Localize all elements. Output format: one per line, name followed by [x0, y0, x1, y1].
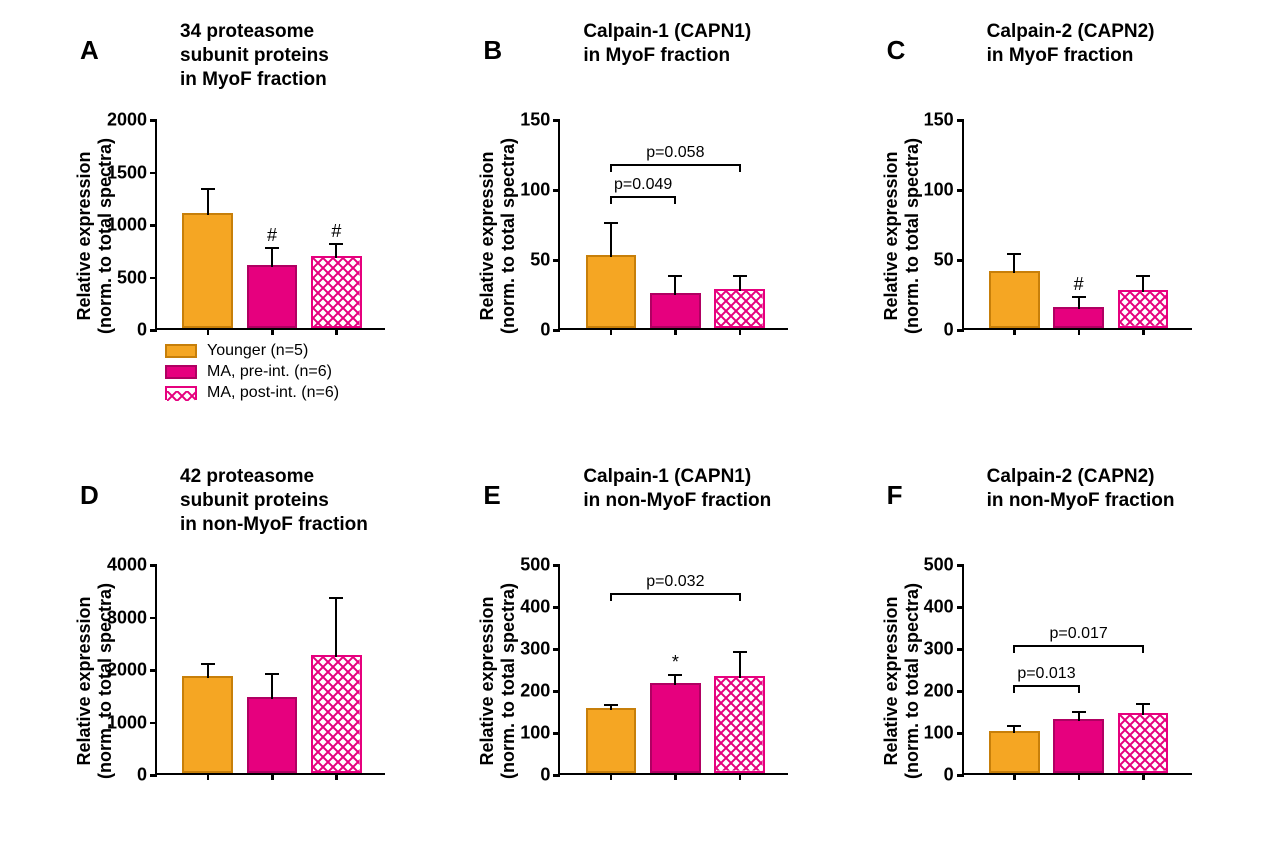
plot-area: 0500100015002000## [155, 120, 385, 330]
y-tick-label: 500 [924, 555, 954, 576]
y-axis-label: Relative expression(norm. to total spect… [74, 106, 116, 366]
bar-post [311, 256, 362, 328]
bar-post [1118, 290, 1169, 328]
p-value-label: p=0.017 [1050, 625, 1108, 643]
y-axis-label: Relative expression(norm. to total spect… [74, 551, 116, 811]
y-tick-label: 3000 [107, 607, 147, 628]
legend-item: Younger (n=5) [165, 342, 339, 360]
y-tick-label: 50 [530, 250, 550, 271]
p-value-label: p=0.032 [646, 573, 704, 591]
panel-B: B Calpain-1 (CAPN1)in MyoF fraction Relati… [463, 20, 836, 385]
y-tick-label: 0 [540, 320, 550, 341]
panel-title: Calpain-2 (CAPN2)in MyoF fraction [987, 20, 1155, 68]
y-tick-label: 0 [944, 765, 954, 786]
y-tick-label: 100 [924, 180, 954, 201]
y-tick-label: 500 [117, 267, 147, 288]
y-tick-label: 200 [924, 681, 954, 702]
y-tick-label: 300 [924, 639, 954, 660]
panel-letter: F [887, 480, 903, 511]
panel-title: Calpain-2 (CAPN2)in non-MyoF fraction [987, 465, 1175, 513]
plot-area: 01000200030004000 [155, 565, 385, 775]
bar-post [714, 676, 765, 773]
panel-C: C Calpain-2 (CAPN2)in MyoF fraction Relati… [867, 20, 1240, 385]
bar-pre [650, 683, 701, 773]
y-tick-label: 2000 [107, 110, 147, 131]
p-value-label: p=0.049 [614, 176, 672, 194]
y-tick-label: 0 [540, 765, 550, 786]
panel-title: 42 proteasomesubunit proteinsin non-MyoF… [180, 465, 368, 536]
bar-post [311, 655, 362, 773]
bar-younger [182, 213, 233, 329]
y-tick-label: 150 [924, 110, 954, 131]
panel-D: D 42 proteasomesubunit proteinsin non-Myo… [60, 465, 433, 830]
y-tick-label: 1000 [107, 712, 147, 733]
bar-younger [586, 708, 637, 773]
panel-title: Calpain-1 (CAPN1)in MyoF fraction [583, 20, 751, 68]
plot-area: 0100200300400500*p=0.032 [558, 565, 788, 775]
plot-area: 050100150# [962, 120, 1192, 330]
y-tick-label: 0 [944, 320, 954, 341]
panel-letter: C [887, 35, 906, 66]
panel-title: 34 proteasomesubunit proteinsin MyoF fra… [180, 20, 329, 91]
y-tick-label: 100 [520, 180, 550, 201]
significance-annotation: # [331, 221, 341, 242]
bar-younger [586, 255, 637, 328]
panel-letter: D [80, 480, 99, 511]
y-tick-label: 200 [520, 681, 550, 702]
y-axis-label: Relative expression(norm. to total spect… [477, 106, 519, 366]
panel-letter: A [80, 35, 99, 66]
legend-swatch [165, 365, 197, 379]
panel-E: E Calpain-1 (CAPN1)in non-MyoF fraction Re… [463, 465, 836, 830]
y-tick-label: 100 [520, 723, 550, 744]
bar-pre [650, 293, 701, 328]
y-tick-label: 4000 [107, 555, 147, 576]
legend-label: MA, pre-int. (n=6) [207, 363, 332, 381]
y-tick-label: 100 [924, 723, 954, 744]
panel-F: F Calpain-2 (CAPN2)in non-MyoF fraction Re… [867, 465, 1240, 830]
y-tick-label: 500 [520, 555, 550, 576]
y-tick-label: 2000 [107, 660, 147, 681]
bar-younger [989, 731, 1040, 773]
bar-pre [1053, 719, 1104, 773]
y-axis-label: Relative expression(norm. to total spect… [477, 551, 519, 811]
y-tick-label: 50 [934, 250, 954, 271]
y-tick-label: 0 [137, 765, 147, 786]
legend-swatch [165, 386, 197, 400]
p-value-label: p=0.013 [1017, 665, 1075, 683]
bar-pre [247, 697, 298, 773]
plot-area: 0100200300400500p=0.013p=0.017 [962, 565, 1192, 775]
y-tick-label: 300 [520, 639, 550, 660]
bar-post [714, 289, 765, 328]
y-tick-label: 400 [520, 597, 550, 618]
y-axis-label: Relative expression(norm. to total spect… [881, 551, 923, 811]
panel-letter: E [483, 480, 500, 511]
panel-A: A 34 proteasomesubunit proteinsin MyoF fr… [60, 20, 433, 385]
bar-pre [247, 265, 298, 328]
significance-annotation: * [672, 652, 679, 673]
panel-letter: B [483, 35, 502, 66]
bar-post [1118, 713, 1169, 773]
legend-item: MA, pre-int. (n=6) [165, 363, 339, 381]
y-axis-label: Relative expression(norm. to total spect… [881, 106, 923, 366]
y-tick-label: 1500 [107, 162, 147, 183]
legend-swatch [165, 344, 197, 358]
significance-annotation: # [267, 225, 277, 246]
legend-label: MA, post-int. (n=6) [207, 384, 339, 402]
p-value-label: p=0.058 [646, 144, 704, 162]
y-tick-label: 1000 [107, 215, 147, 236]
plot-area: 050100150p=0.049p=0.058 [558, 120, 788, 330]
legend-label: Younger (n=5) [207, 342, 308, 360]
legend: Younger (n=5) MA, pre-int. (n=6) MA, post-… [165, 342, 339, 405]
y-tick-label: 400 [924, 597, 954, 618]
significance-annotation: # [1074, 274, 1084, 295]
bar-younger [989, 271, 1040, 328]
bar-pre [1053, 307, 1104, 328]
y-tick-label: 0 [137, 320, 147, 341]
y-tick-label: 150 [520, 110, 550, 131]
legend-item: MA, post-int. (n=6) [165, 384, 339, 402]
figure-grid: A 34 proteasomesubunit proteinsin MyoF fr… [60, 20, 1240, 830]
bar-younger [182, 676, 233, 773]
panel-title: Calpain-1 (CAPN1)in non-MyoF fraction [583, 465, 771, 513]
